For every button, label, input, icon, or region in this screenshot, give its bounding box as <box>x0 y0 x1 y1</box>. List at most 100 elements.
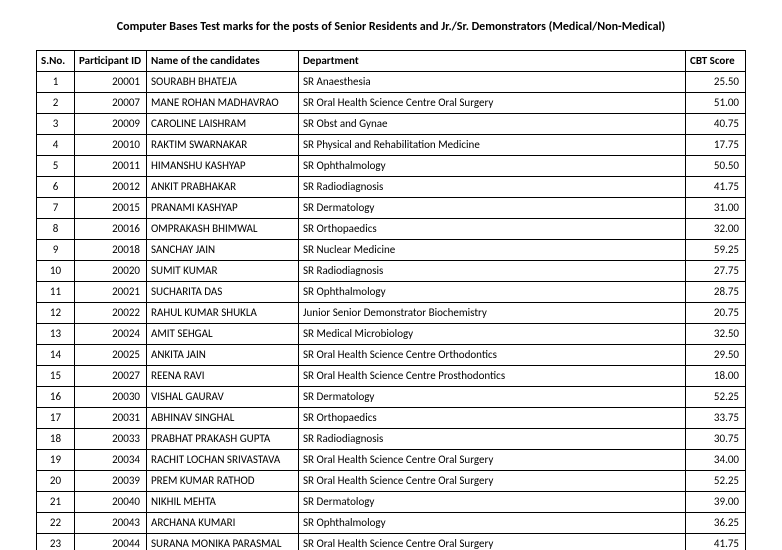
cell-dept: SR Dermatology <box>299 198 686 219</box>
cell-sno: 20 <box>37 471 75 492</box>
cell-name: SUMIT KUMAR <box>147 261 299 282</box>
cell-dept: SR Oral Health Science Centre Prosthodon… <box>299 366 686 387</box>
cell-name: VISHAL GAURAV <box>147 387 299 408</box>
cell-name: PRABHAT PRAKASH GUPTA <box>147 429 299 450</box>
cell-name: NIKHIL MEHTA <box>147 492 299 513</box>
cell-sno: 13 <box>37 324 75 345</box>
col-header-sno: S.No. <box>37 51 75 72</box>
cell-score: 59.25 <box>686 240 746 261</box>
cell-pid: 20001 <box>75 72 147 93</box>
cell-name: RAHUL KUMAR SHUKLA <box>147 303 299 324</box>
cell-dept: SR Physical and Rehabilitation Medicine <box>299 135 686 156</box>
cell-pid: 20015 <box>75 198 147 219</box>
cell-sno: 11 <box>37 282 75 303</box>
cell-score: 40.75 <box>686 114 746 135</box>
table-row: 1920034RACHIT LOCHAN SRIVASTAVASR Oral H… <box>37 450 746 471</box>
cell-name: ABHINAV SINGHAL <box>147 408 299 429</box>
cell-dept: SR Ophthalmology <box>299 156 686 177</box>
cell-pid: 20011 <box>75 156 147 177</box>
cell-dept: Junior Senior Demonstrator Biochemistry <box>299 303 686 324</box>
cell-sno: 7 <box>37 198 75 219</box>
cell-pid: 20016 <box>75 219 147 240</box>
cell-name: CAROLINE LAISHRAM <box>147 114 299 135</box>
cell-pid: 20021 <box>75 282 147 303</box>
cell-sno: 1 <box>37 72 75 93</box>
table-row: 1520027REENA RAVISR Oral Health Science … <box>37 366 746 387</box>
cell-name: SOURABH BHATEJA <box>147 72 299 93</box>
cell-name: OMPRAKASH BHIMWAL <box>147 219 299 240</box>
cell-name: SANCHAY JAIN <box>147 240 299 261</box>
table-row: 2020039PREM KUMAR RATHODSR Oral Health S… <box>37 471 746 492</box>
cell-name: SUCHARITA DAS <box>147 282 299 303</box>
table-row: 2320044SURANA MONIKA PARASMALSR Oral Hea… <box>37 534 746 550</box>
page-title: Computer Bases Test marks for the posts … <box>36 20 746 34</box>
cell-score: 52.25 <box>686 387 746 408</box>
document-page: Computer Bases Test marks for the posts … <box>0 0 782 550</box>
cell-dept: SR Ophthalmology <box>299 513 686 534</box>
cell-score: 41.75 <box>686 177 746 198</box>
cell-score: 17.75 <box>686 135 746 156</box>
table-row: 1020020SUMIT KUMARSR Radiodiagnosis27.75 <box>37 261 746 282</box>
cell-pid: 20043 <box>75 513 147 534</box>
table-row: 1720031ABHINAV SINGHALSR Orthopaedics33.… <box>37 408 746 429</box>
cell-dept: SR Ophthalmology <box>299 282 686 303</box>
cell-dept: SR Medical Microbiology <box>299 324 686 345</box>
table-row: 420010RAKTIM SWARNAKARSR Physical and Re… <box>37 135 746 156</box>
cell-dept: SR Radiodiagnosis <box>299 177 686 198</box>
cell-name: REENA RAVI <box>147 366 299 387</box>
cell-score: 32.50 <box>686 324 746 345</box>
cell-score: 52.25 <box>686 471 746 492</box>
table-row: 2220043ARCHANA KUMARISR Ophthalmology36.… <box>37 513 746 534</box>
cell-name: ANKIT PRABHAKAR <box>147 177 299 198</box>
cell-name: PREM KUMAR RATHOD <box>147 471 299 492</box>
table-row: 620012ANKIT PRABHAKARSR Radiodiagnosis41… <box>37 177 746 198</box>
cell-score: 31.00 <box>686 198 746 219</box>
cell-sno: 18 <box>37 429 75 450</box>
table-row: 1320024AMIT SEHGALSR Medical Microbiolog… <box>37 324 746 345</box>
cell-pid: 20007 <box>75 93 147 114</box>
table-row: 820016OMPRAKASH BHIMWALSR Orthopaedics32… <box>37 219 746 240</box>
col-header-name: Name of the candidates <box>147 51 299 72</box>
cell-sno: 19 <box>37 450 75 471</box>
table-body: 120001SOURABH BHATEJASR Anaesthesia25.50… <box>37 72 746 550</box>
cell-pid: 20044 <box>75 534 147 550</box>
cell-score: 51.00 <box>686 93 746 114</box>
cell-sno: 16 <box>37 387 75 408</box>
marks-table: S.No. Participant ID Name of the candida… <box>36 50 746 550</box>
cell-pid: 20030 <box>75 387 147 408</box>
table-row: 2120040NIKHIL MEHTASR Dermatology39.00 <box>37 492 746 513</box>
cell-pid: 20031 <box>75 408 147 429</box>
cell-sno: 17 <box>37 408 75 429</box>
cell-sno: 22 <box>37 513 75 534</box>
cell-score: 28.75 <box>686 282 746 303</box>
cell-pid: 20025 <box>75 345 147 366</box>
table-header-row: S.No. Participant ID Name of the candida… <box>37 51 746 72</box>
table-row: 1820033PRABHAT PRAKASH GUPTASR Radiodiag… <box>37 429 746 450</box>
cell-sno: 9 <box>37 240 75 261</box>
cell-sno: 21 <box>37 492 75 513</box>
cell-sno: 10 <box>37 261 75 282</box>
cell-sno: 5 <box>37 156 75 177</box>
col-header-pid: Participant ID <box>75 51 147 72</box>
table-row: 320009CAROLINE LAISHRAMSR Obst and Gynae… <box>37 114 746 135</box>
table-row: 1620030VISHAL GAURAVSR Dermatology52.25 <box>37 387 746 408</box>
cell-score: 27.75 <box>686 261 746 282</box>
cell-pid: 20010 <box>75 135 147 156</box>
cell-score: 36.25 <box>686 513 746 534</box>
table-row: 1220022RAHUL KUMAR SHUKLAJunior Senior D… <box>37 303 746 324</box>
table-row: 920018SANCHAY JAINSR Nuclear Medicine59.… <box>37 240 746 261</box>
cell-score: 18.00 <box>686 366 746 387</box>
cell-sno: 6 <box>37 177 75 198</box>
cell-dept: SR Oral Health Science Centre Oral Surge… <box>299 450 686 471</box>
cell-dept: SR Oral Health Science Centre Oral Surge… <box>299 471 686 492</box>
cell-dept: SR Orthopaedics <box>299 408 686 429</box>
cell-dept: SR Oral Health Science Centre Orthodonti… <box>299 345 686 366</box>
cell-dept: SR Dermatology <box>299 492 686 513</box>
table-row: 1420025ANKITA JAINSR Oral Health Science… <box>37 345 746 366</box>
cell-sno: 4 <box>37 135 75 156</box>
cell-name: ARCHANA KUMARI <box>147 513 299 534</box>
table-row: 220007MANE ROHAN MADHAVRAOSR Oral Health… <box>37 93 746 114</box>
cell-pid: 20033 <box>75 429 147 450</box>
table-row: 120001SOURABH BHATEJASR Anaesthesia25.50 <box>37 72 746 93</box>
cell-score: 32.00 <box>686 219 746 240</box>
